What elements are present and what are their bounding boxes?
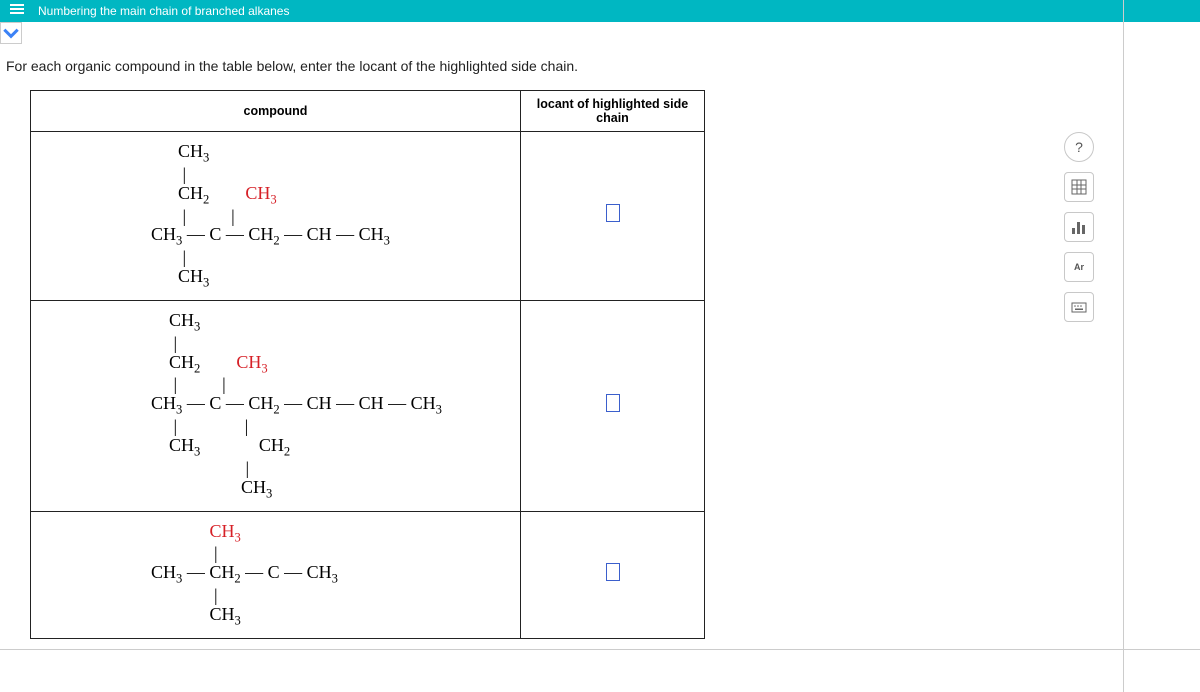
grid-icon[interactable]	[1064, 172, 1094, 202]
question-text: For each organic compound in the table b…	[0, 44, 1200, 88]
table-row: CH3 | CH2 CH3 | | CH3 — C — CH2 — CH — C…	[31, 132, 705, 301]
locant-input-1[interactable]	[606, 204, 620, 222]
toolbox: ? Ar	[1064, 132, 1094, 322]
content: For each organic compound in the table b…	[0, 44, 1200, 650]
right-divider	[1123, 0, 1124, 692]
structure-1: CH3 | CH2 CH3 | | CH3 — C — CH2 — CH — C…	[31, 132, 520, 300]
structure-2: CH3 | CH2 CH3 | | CH3 — C — CH2 — CH — C…	[31, 301, 520, 511]
compound-table: compound locant of highlighted side chai…	[30, 90, 705, 639]
locant-input-2[interactable]	[606, 394, 620, 412]
table-row: CH3 | CH2 CH3 | | CH3 — C — CH2 — CH — C…	[31, 300, 705, 511]
menu-icon[interactable]	[10, 4, 24, 14]
locant-input-3[interactable]	[606, 563, 620, 581]
help-icon[interactable]: ?	[1064, 132, 1094, 162]
table-row: CH3 | CH3 — CH2 — C — CH3 | CH3	[31, 511, 705, 638]
header-bar: Numbering the main chain of branched alk…	[0, 0, 1200, 22]
col-locant: locant of highlighted side chain	[521, 91, 705, 132]
periodic-icon[interactable]: Ar	[1064, 252, 1094, 282]
keyboard-icon[interactable]	[1064, 292, 1094, 322]
bars-icon[interactable]	[1064, 212, 1094, 242]
collapse-toggle[interactable]	[0, 22, 22, 44]
structure-3: CH3 | CH3 — CH2 — C — CH3 | CH3	[31, 512, 520, 638]
header-title: Numbering the main chain of branched alk…	[38, 4, 289, 18]
col-compound: compound	[31, 91, 521, 132]
